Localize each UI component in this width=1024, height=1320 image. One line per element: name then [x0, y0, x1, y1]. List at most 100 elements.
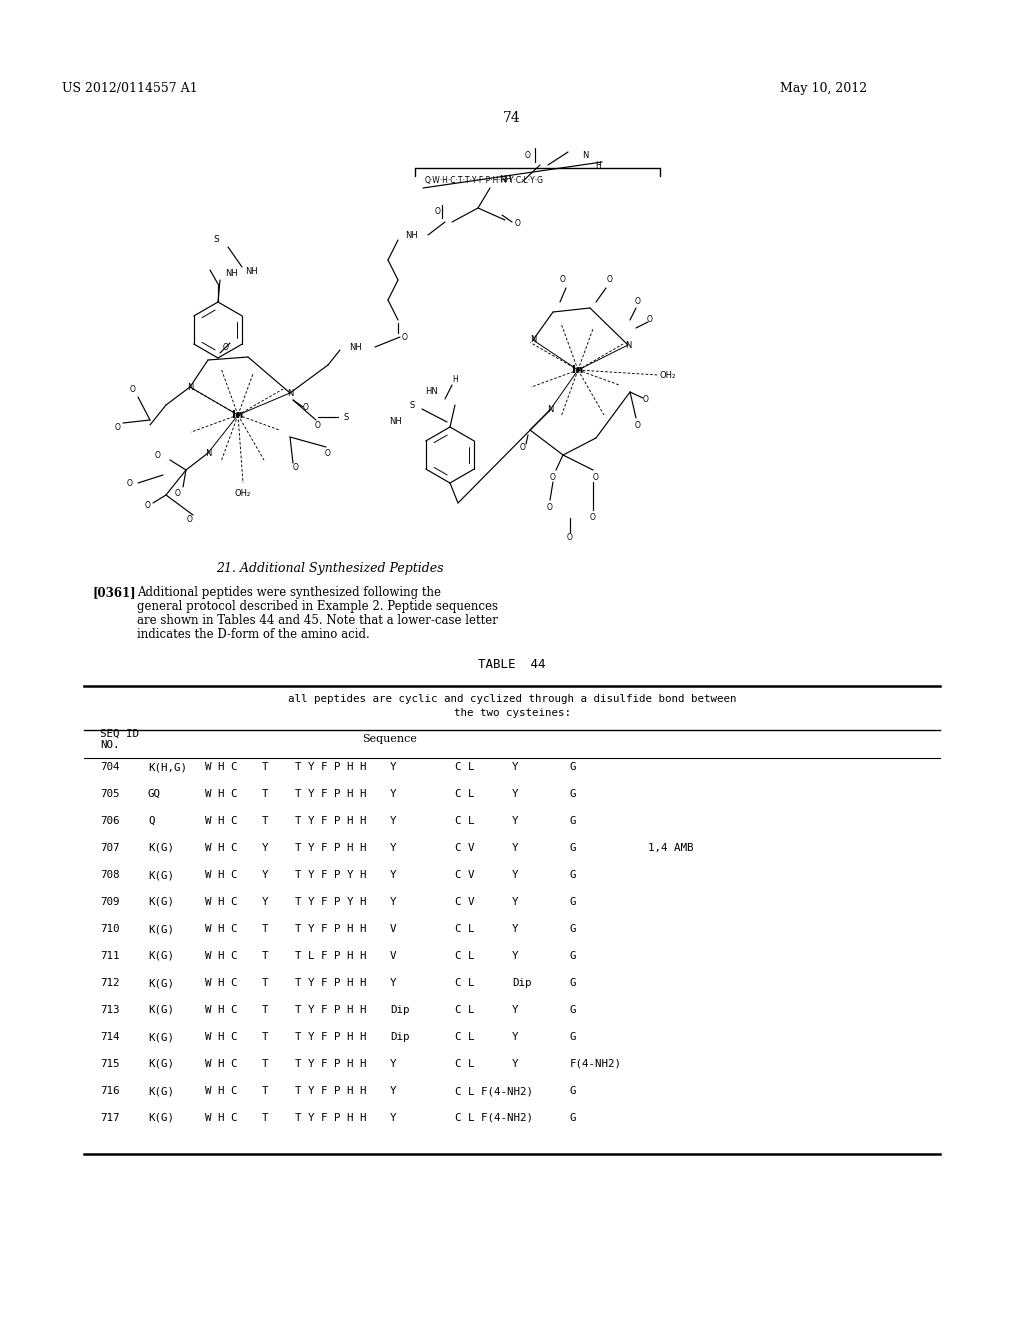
Text: C L: C L	[455, 978, 474, 987]
Text: W H C: W H C	[205, 1005, 238, 1015]
Text: 21. Additional Synthesized Peptides: 21. Additional Synthesized Peptides	[216, 562, 443, 576]
Text: T: T	[262, 816, 268, 826]
Text: O: O	[115, 422, 121, 432]
Text: O: O	[607, 276, 613, 285]
Text: Y: Y	[390, 816, 396, 826]
Text: W H C: W H C	[205, 1086, 238, 1096]
Text: Dip: Dip	[512, 978, 531, 987]
Text: W H C: W H C	[205, 1113, 238, 1123]
Text: W H C: W H C	[205, 1059, 238, 1069]
Text: S: S	[410, 400, 415, 409]
Text: HN: HN	[426, 388, 438, 396]
Text: O: O	[187, 516, 193, 524]
Text: O: O	[525, 150, 530, 160]
Text: NH: NH	[246, 268, 258, 276]
Text: OH₂: OH₂	[659, 371, 676, 380]
Text: W H C: W H C	[205, 1032, 238, 1041]
Text: G: G	[570, 1113, 577, 1123]
Text: NH: NH	[225, 269, 239, 279]
Text: O: O	[635, 297, 641, 306]
Text: Dip: Dip	[390, 1032, 410, 1041]
Text: O: O	[560, 276, 566, 285]
Text: NH: NH	[499, 176, 511, 185]
Text: O: O	[590, 513, 596, 523]
Text: O: O	[435, 207, 441, 216]
Text: O: O	[293, 462, 299, 471]
Text: C V: C V	[455, 898, 474, 907]
Text: O: O	[175, 488, 181, 498]
Text: US 2012/0114557 A1: US 2012/0114557 A1	[62, 82, 198, 95]
Text: T Y F P H H: T Y F P H H	[295, 816, 367, 826]
Text: G: G	[570, 1005, 577, 1015]
Text: G: G	[570, 1032, 577, 1041]
Text: Y: Y	[390, 1059, 396, 1069]
Text: 705: 705	[100, 789, 120, 799]
Text: O: O	[635, 421, 641, 429]
Text: W H C: W H C	[205, 898, 238, 907]
Text: Y: Y	[390, 789, 396, 799]
Text: T L F P H H: T L F P H H	[295, 950, 367, 961]
Text: O: O	[647, 315, 653, 325]
Text: K(G): K(G)	[148, 843, 174, 853]
Text: G: G	[570, 762, 577, 772]
Text: 717: 717	[100, 1113, 120, 1123]
Text: T: T	[262, 762, 268, 772]
Text: Y: Y	[512, 924, 518, 935]
Text: T Y F P H H: T Y F P H H	[295, 1005, 367, 1015]
Text: Y: Y	[512, 1032, 518, 1041]
Text: Dip: Dip	[390, 1005, 410, 1015]
Text: F(4-NH2): F(4-NH2)	[570, 1059, 622, 1069]
Text: In: In	[572, 366, 584, 375]
Text: W H C: W H C	[205, 870, 238, 880]
Text: K(G): K(G)	[148, 870, 174, 880]
Text: G: G	[570, 789, 577, 799]
Text: C L: C L	[455, 924, 474, 935]
Text: C L: C L	[455, 762, 474, 772]
Text: N: N	[287, 388, 293, 397]
Text: Y: Y	[512, 816, 518, 826]
Text: OH₂: OH₂	[234, 488, 251, 498]
Text: C L F(4-NH2): C L F(4-NH2)	[455, 1086, 534, 1096]
Text: W H C: W H C	[205, 816, 238, 826]
Text: 714: 714	[100, 1032, 120, 1041]
Text: G: G	[570, 898, 577, 907]
Text: N: N	[205, 449, 211, 458]
Text: G: G	[570, 950, 577, 961]
Text: Y: Y	[262, 898, 268, 907]
Text: O: O	[547, 503, 553, 512]
Text: all peptides are cyclic and cyclized through a disulfide bond between: all peptides are cyclic and cyclized thr…	[288, 694, 736, 704]
Text: O: O	[223, 342, 229, 351]
Text: S: S	[213, 235, 219, 244]
Text: H: H	[595, 161, 601, 169]
Text: K(H,G): K(H,G)	[148, 762, 187, 772]
Text: S: S	[343, 412, 348, 421]
Text: 709: 709	[100, 898, 120, 907]
Text: O: O	[303, 403, 309, 412]
Text: Y: Y	[512, 898, 518, 907]
Text: O: O	[550, 474, 556, 483]
Text: Y: Y	[390, 870, 396, 880]
Text: G: G	[570, 978, 577, 987]
Text: NH: NH	[406, 231, 419, 239]
Text: Additional peptides were synthesized following the: Additional peptides were synthesized fol…	[137, 586, 441, 599]
Text: N: N	[625, 341, 631, 350]
Text: V: V	[390, 950, 396, 961]
Text: K(G): K(G)	[148, 950, 174, 961]
Text: Y: Y	[512, 1059, 518, 1069]
Text: Y: Y	[512, 789, 518, 799]
Text: T Y F P H H: T Y F P H H	[295, 1086, 367, 1096]
Text: C L: C L	[455, 950, 474, 961]
Text: T: T	[262, 1032, 268, 1041]
Text: W H C: W H C	[205, 924, 238, 935]
Text: T Y F P H H: T Y F P H H	[295, 762, 367, 772]
Text: [0361]: [0361]	[92, 586, 135, 599]
Text: Y: Y	[390, 762, 396, 772]
Text: O: O	[145, 500, 151, 510]
Text: Y: Y	[512, 843, 518, 853]
Text: T: T	[262, 1086, 268, 1096]
Text: K(G): K(G)	[148, 924, 174, 935]
Text: V: V	[390, 924, 396, 935]
Text: K(G): K(G)	[148, 1059, 174, 1069]
Text: T Y F P H H: T Y F P H H	[295, 843, 367, 853]
Text: Sequence: Sequence	[362, 734, 418, 744]
